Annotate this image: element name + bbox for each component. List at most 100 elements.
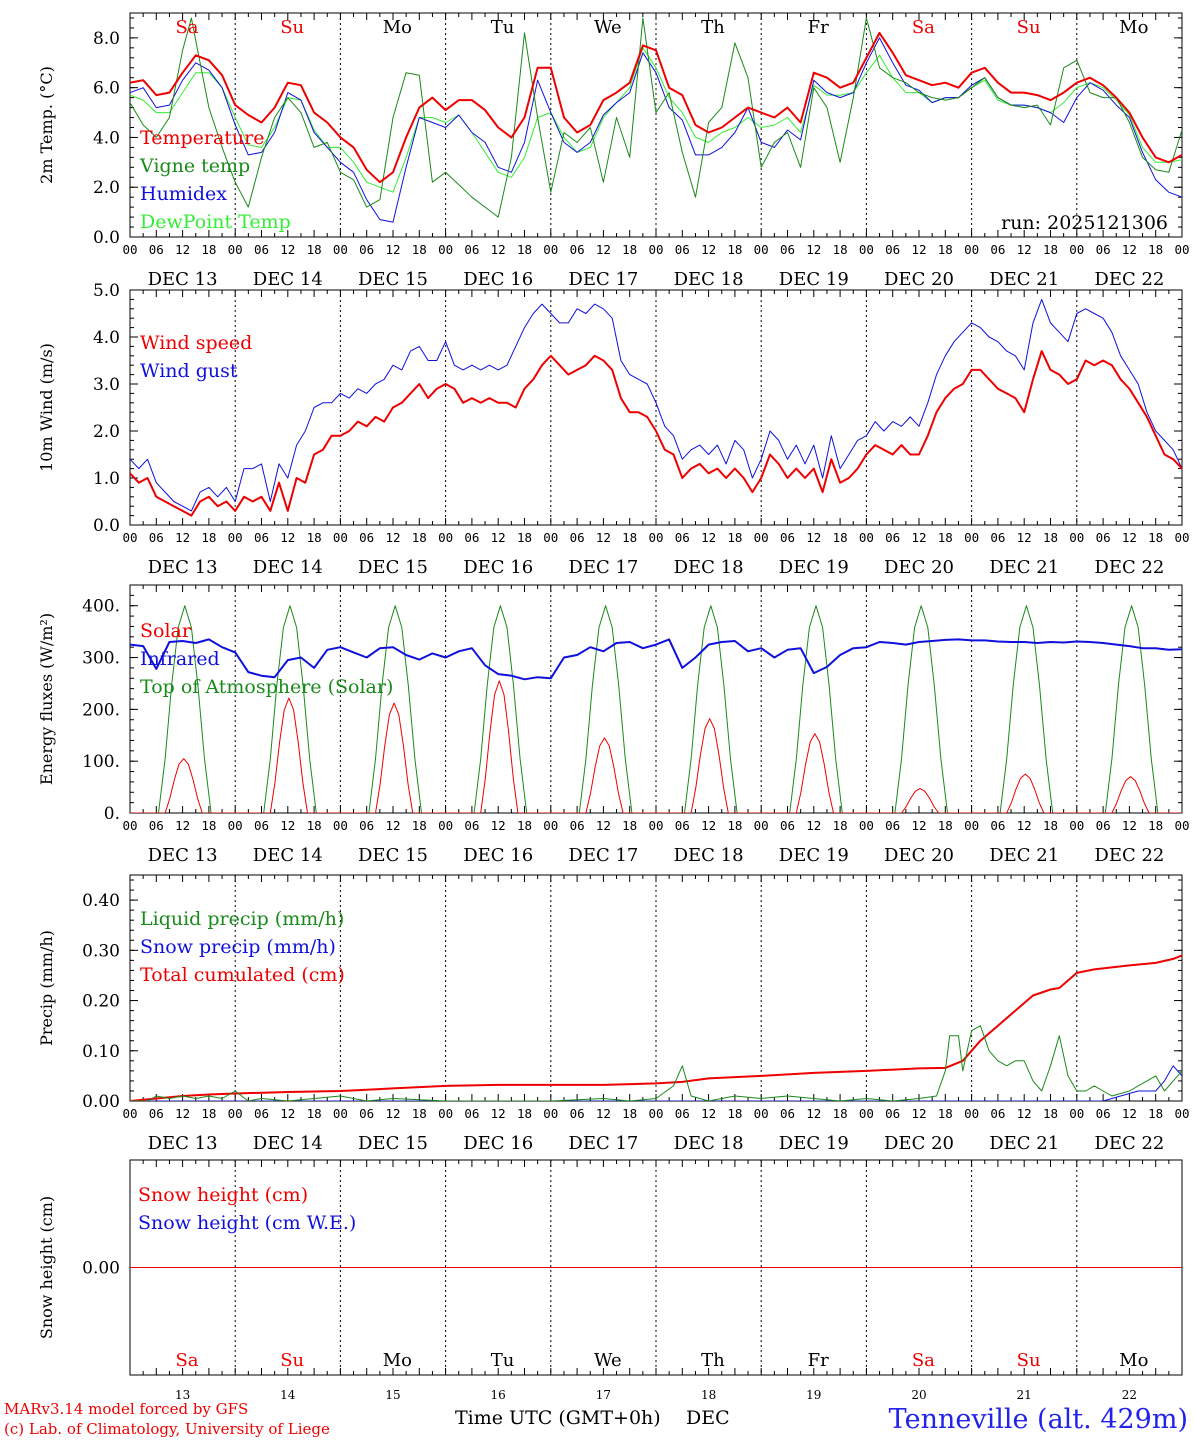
hour-tick-label: 00 xyxy=(122,1106,137,1121)
hour-tick-label: 12 xyxy=(1122,1106,1137,1121)
hour-tick-label: 18 xyxy=(201,242,216,257)
series-line-temperature xyxy=(130,31,1182,184)
hour-tick-label: 00 xyxy=(754,1106,769,1121)
y-tick-label: 0.20 xyxy=(82,992,120,1012)
hour-tick-label: 06 xyxy=(464,1106,479,1121)
hour-tick-label: 06 xyxy=(675,1106,690,1121)
hour-tick-label: 00 xyxy=(964,1106,979,1121)
hour-tick-label: 18 xyxy=(517,530,532,545)
weekday-label: Sa xyxy=(175,1350,198,1371)
date-label: DEC 19 xyxy=(779,557,849,578)
hour-tick-label: 12 xyxy=(280,530,295,545)
y-tick-label: 3.0 xyxy=(93,375,120,395)
hour-tick-label: 18 xyxy=(1148,818,1163,833)
hour-tick-label: 00 xyxy=(1069,242,1084,257)
hour-tick-label: 00 xyxy=(648,242,663,257)
flux-panel: 0. 100. 200. 300. 400. Energy fluxes (W/m²) 00… xyxy=(37,584,1190,866)
hour-tick-label: 06 xyxy=(885,1106,900,1121)
date-label: DEC 17 xyxy=(568,557,638,578)
hour-tick-label: 06 xyxy=(570,1106,585,1121)
hour-tick-label: 18 xyxy=(833,1106,848,1121)
date-label: DEC 16 xyxy=(463,557,533,578)
hour-tick-label: 18 xyxy=(622,818,637,833)
hour-tick-label: 18 xyxy=(622,530,637,545)
hour-tick-label: 06 xyxy=(254,818,269,833)
date-label: DEC 15 xyxy=(358,269,428,290)
date-label: DEC 16 xyxy=(463,845,533,866)
weekday-label: Tu xyxy=(491,1350,515,1371)
weekday-label: Sa xyxy=(175,17,198,38)
hour-tick-label: 18 xyxy=(307,242,322,257)
legend-entry: Wind gust xyxy=(140,360,238,382)
hour-tick-label: 18 xyxy=(938,242,953,257)
hour-tick-label: 06 xyxy=(780,242,795,257)
weekday-label: Tu xyxy=(491,17,515,38)
date-label: DEC 13 xyxy=(148,269,218,290)
precip-panel: 0.00 0.10 0.20 0.30 0.40 Precip (mm/h) 00 06 12 1… xyxy=(37,874,1190,1154)
hour-tick-label: 12 xyxy=(175,530,190,545)
hour-tick-label: 00 xyxy=(543,1106,558,1121)
y-tick-label: 1.0 xyxy=(93,469,120,489)
date-label: DEC 17 xyxy=(568,269,638,290)
date-label: DEC 14 xyxy=(253,557,323,578)
hour-tick-label: 06 xyxy=(149,242,164,257)
hour-tick-label: 00 xyxy=(543,530,558,545)
series-line-dewpoint-temp xyxy=(130,47,1182,193)
legend-entry: DewPoint Temp xyxy=(140,211,291,233)
hour-tick-label: 06 xyxy=(885,818,900,833)
date-label: DEC 18 xyxy=(674,845,744,866)
legend-entry: Humidex xyxy=(140,183,227,205)
hour-tick-label: 06 xyxy=(359,1106,374,1121)
hour-tick-label: 06 xyxy=(990,1106,1005,1121)
hour-tick-label: 00 xyxy=(438,530,453,545)
y-tick-label: 5.0 xyxy=(93,281,120,301)
hour-tick-label: 12 xyxy=(701,530,716,545)
hour-tick-label: 12 xyxy=(806,242,821,257)
y-tick-label: 2.0 xyxy=(93,178,120,198)
hour-tick-label: 12 xyxy=(491,818,506,833)
hour-tick-label: 06 xyxy=(359,818,374,833)
date-label: DEC 13 xyxy=(148,845,218,866)
y-tick-label: 0.0 xyxy=(93,516,120,536)
day-number: 17 xyxy=(596,1388,611,1402)
hour-tick-label: 00 xyxy=(438,242,453,257)
station-name: Tenneville (alt. 429m) xyxy=(889,1404,1188,1435)
day-number: 22 xyxy=(1122,1388,1137,1402)
legend-entry: Snow height (cm W.E.) xyxy=(138,1212,356,1234)
hour-tick-label: 00 xyxy=(754,530,769,545)
hour-tick-label: 00 xyxy=(964,242,979,257)
date-label: DEC 18 xyxy=(674,269,744,290)
day-number: 20 xyxy=(911,1388,926,1402)
legend-entry: Snow height (cm) xyxy=(138,1184,308,1206)
hour-tick-label: 18 xyxy=(727,818,742,833)
series-line-total-cumulated-cm xyxy=(130,954,1182,1101)
y-axis-label: Precip (mm/h) xyxy=(37,930,56,1046)
lab-credit: (c) Lab. of Climatology, University of L… xyxy=(4,1420,330,1438)
hour-tick-label: 12 xyxy=(1017,530,1032,545)
hour-tick-label: 00 xyxy=(228,530,243,545)
hour-tick-label: 00 xyxy=(543,242,558,257)
weekday-label: Mo xyxy=(1119,1350,1148,1371)
hour-tick-label: 12 xyxy=(1122,242,1137,257)
hour-tick-label: 12 xyxy=(806,818,821,833)
hour-tick-label: 00 xyxy=(964,818,979,833)
hour-tick-label: 12 xyxy=(280,1106,295,1121)
hour-tick-label: 18 xyxy=(1043,530,1058,545)
hour-tick-label: 00 xyxy=(122,242,137,257)
weekday-labels: Sa Sa 13 Su Su 14 Mo Mo 15 Tu Tu 16 We We 17 Th Th 18 Fr Fr… xyxy=(175,17,1148,1402)
legend-entry: Vigne temp xyxy=(139,155,250,177)
x-axis-month: DEC xyxy=(686,1407,730,1429)
hour-tick-label: 12 xyxy=(911,818,926,833)
weekday-label: Mo xyxy=(383,17,412,38)
weekday-label: Sa xyxy=(912,17,935,38)
hour-tick-label: 18 xyxy=(938,818,953,833)
hour-tick-label: 00 xyxy=(122,530,137,545)
hour-tick-label: 12 xyxy=(701,242,716,257)
hour-tick-label: 06 xyxy=(675,818,690,833)
hour-tick-label: 00 xyxy=(228,818,243,833)
hour-tick-label: 12 xyxy=(280,242,295,257)
hour-tick-label: 12 xyxy=(911,242,926,257)
hour-tick-label: 06 xyxy=(570,242,585,257)
plot-frame xyxy=(129,584,1183,814)
